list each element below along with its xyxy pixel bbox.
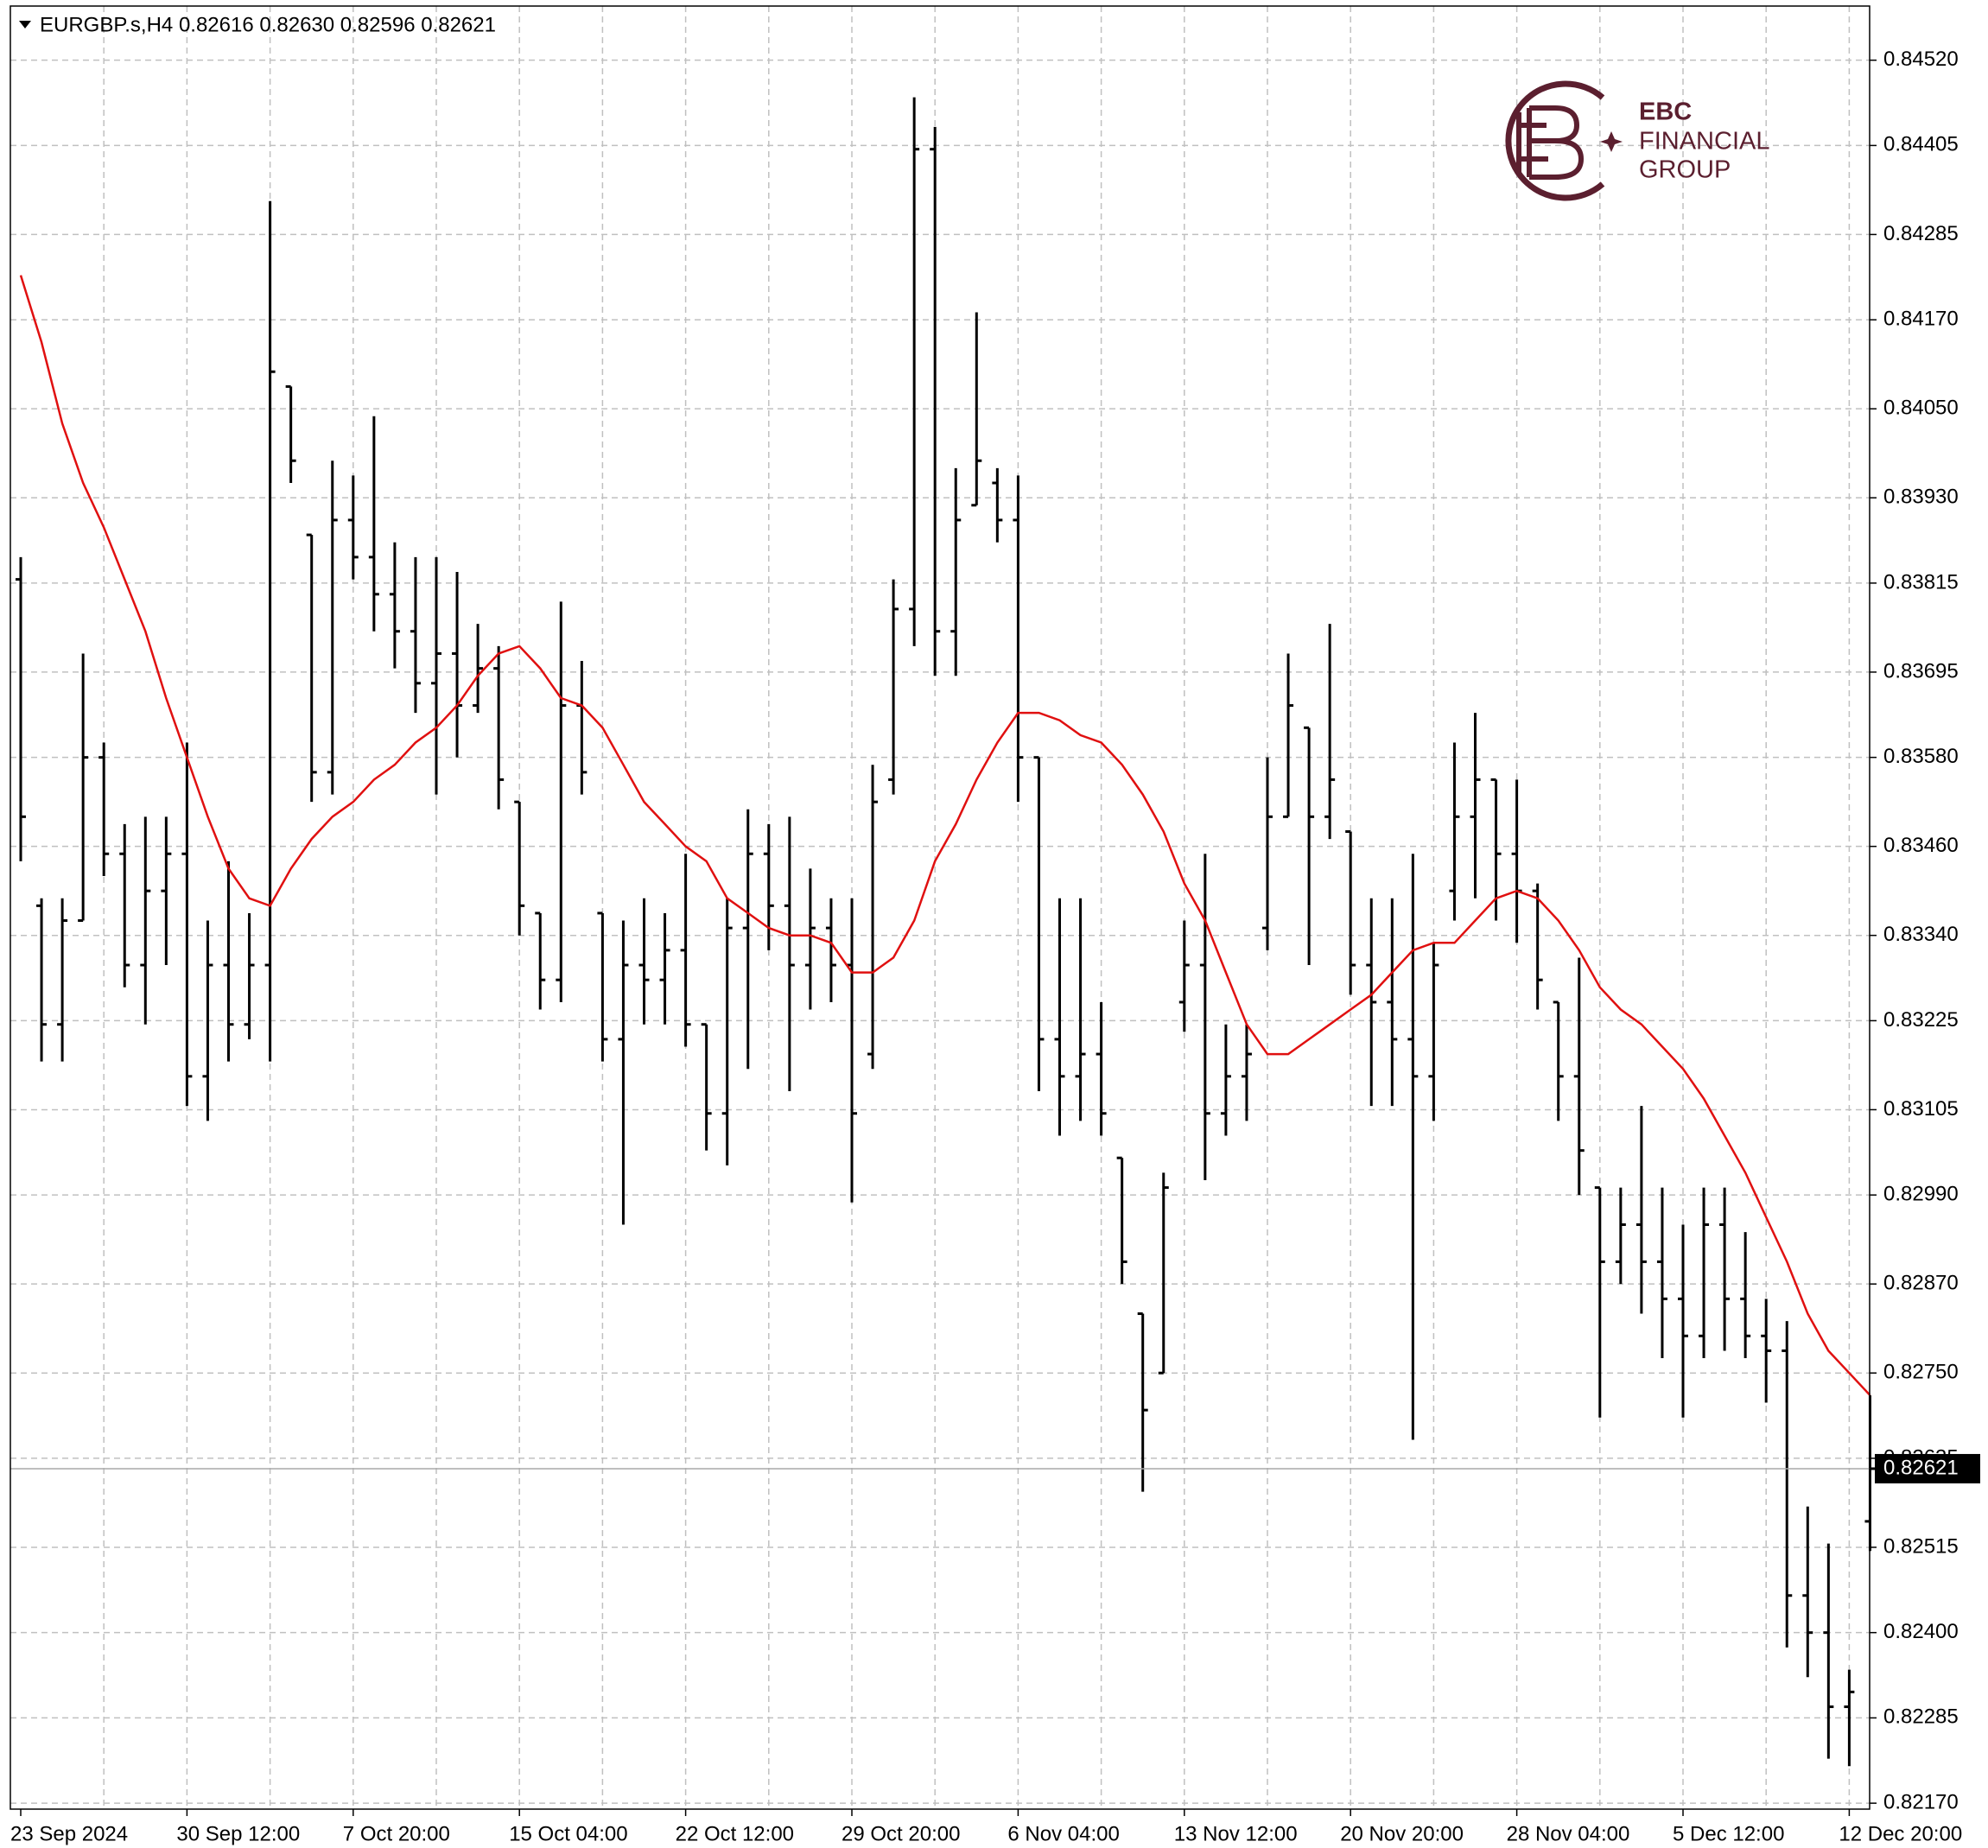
y-tick-label: 0.82285 xyxy=(1883,1705,1959,1729)
x-tick-label: 6 Nov 04:00 xyxy=(1007,1822,1119,1845)
chart-title: EURGBP.s,H4 0.82616 0.82630 0.82596 0.82… xyxy=(40,13,496,36)
y-tick-label: 0.82750 xyxy=(1883,1361,1959,1384)
plot-frame xyxy=(10,5,1870,1810)
x-tick-label: 23 Sep 2024 xyxy=(10,1822,128,1845)
y-tick-label: 0.83225 xyxy=(1883,1008,1959,1032)
y-tick-label: 0.83105 xyxy=(1883,1097,1959,1121)
logo-brand: EBC xyxy=(1639,98,1692,126)
x-tick-label: 13 Nov 12:00 xyxy=(1174,1822,1298,1845)
y-tick-label: 0.82870 xyxy=(1883,1272,1959,1295)
x-tick-label: 7 Oct 20:00 xyxy=(343,1822,450,1845)
y-tick-label: 0.82515 xyxy=(1883,1534,1959,1558)
y-tick-label: 0.84520 xyxy=(1883,48,1959,71)
logo-line: GROUP xyxy=(1639,156,1731,184)
menu-arrow[interactable] xyxy=(19,21,31,29)
y-tick-label: 0.82400 xyxy=(1883,1620,1959,1643)
x-tick-label: 20 Nov 20:00 xyxy=(1340,1822,1464,1845)
grid xyxy=(10,6,1870,1809)
logo-mark xyxy=(1516,105,1585,180)
x-tick-label: 5 Dec 12:00 xyxy=(1673,1822,1784,1845)
x-tick-label: 28 Nov 04:00 xyxy=(1507,1822,1630,1845)
x-tick-label: 29 Oct 20:00 xyxy=(842,1822,960,1845)
bars xyxy=(10,97,1876,1767)
x-tick-label: 15 Oct 04:00 xyxy=(509,1822,627,1845)
y-tick-label: 0.83460 xyxy=(1883,834,1959,857)
logo-line: FINANCIAL xyxy=(1639,128,1769,156)
x-tick-label: 30 Sep 12:00 xyxy=(176,1822,300,1845)
y-tick-label: 0.84170 xyxy=(1883,307,1959,330)
y-tick-label: 0.84405 xyxy=(1883,133,1959,156)
y-tick-label: 0.83340 xyxy=(1883,923,1959,946)
y-tick-label: 0.83815 xyxy=(1883,570,1959,594)
x-tick-label: 12 Dec 20:00 xyxy=(1839,1822,1962,1845)
moving-average xyxy=(19,275,1871,1396)
y-tick-label: 0.84285 xyxy=(1883,222,1959,245)
logo: EBC FINANCIAL GROUP xyxy=(1505,80,1769,201)
last-price-label: 0.82621 xyxy=(1883,1456,1959,1479)
y-tick-label: 0.82990 xyxy=(1883,1183,1959,1206)
y-tick-label: 0.83580 xyxy=(1883,745,1959,768)
x-tick-label: 22 Oct 12:00 xyxy=(676,1822,794,1845)
logo-star xyxy=(1600,131,1623,152)
y-tick-label: 0.84050 xyxy=(1883,397,1959,420)
y-tick-label: 0.83695 xyxy=(1883,659,1959,683)
logo-ring xyxy=(1505,80,1605,201)
y-tick-label: 0.83930 xyxy=(1883,486,1959,509)
axes: 0.84520 0.84405 0.84285 0.84170 0.84050 0.839… xyxy=(10,48,1980,1845)
y-tick-label: 0.82170 xyxy=(1883,1790,1959,1813)
last-price-box xyxy=(1875,1453,1980,1483)
